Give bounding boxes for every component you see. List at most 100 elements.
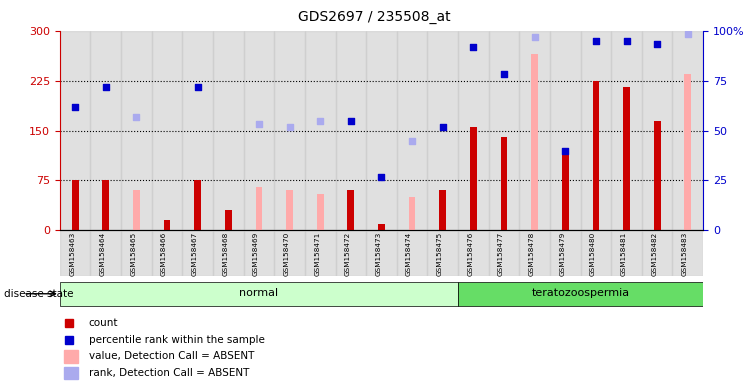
Bar	[642, 31, 672, 230]
Bar	[439, 190, 446, 230]
Text: GDS2697 / 235508_at: GDS2697 / 235508_at	[298, 10, 450, 23]
Text: GSM158478: GSM158478	[529, 231, 535, 276]
Text: GSM158476: GSM158476	[468, 231, 473, 276]
Bar	[152, 31, 183, 230]
Bar	[336, 31, 367, 230]
Text: GSM158475: GSM158475	[437, 231, 443, 276]
Bar	[550, 31, 580, 230]
Bar	[500, 137, 507, 230]
Point	[69, 104, 81, 110]
Bar	[458, 282, 703, 306]
Text: GSM158482: GSM158482	[652, 231, 657, 276]
Text: GSM158483: GSM158483	[682, 231, 688, 276]
Bar	[654, 121, 660, 230]
Bar	[64, 367, 79, 379]
Bar	[672, 230, 703, 276]
Bar	[458, 31, 488, 230]
Bar	[531, 54, 538, 230]
Bar	[348, 190, 355, 230]
Bar	[488, 230, 519, 276]
Text: GSM158467: GSM158467	[191, 231, 197, 276]
Bar	[519, 31, 550, 230]
Bar	[592, 81, 599, 230]
Bar	[194, 180, 201, 230]
Point	[283, 124, 295, 130]
Bar	[275, 31, 305, 230]
Bar	[213, 31, 244, 230]
Bar	[60, 230, 91, 276]
Point	[253, 121, 265, 127]
Bar	[305, 31, 336, 230]
Text: teratozoospermia: teratozoospermia	[532, 288, 630, 298]
Text: GSM158470: GSM158470	[283, 231, 289, 276]
Bar	[580, 230, 611, 276]
Bar	[60, 282, 458, 306]
Bar	[286, 190, 293, 230]
Bar	[256, 187, 263, 230]
Bar	[225, 210, 232, 230]
Bar	[60, 31, 91, 230]
Bar	[244, 230, 275, 276]
Text: GSM158474: GSM158474	[406, 231, 412, 276]
Text: GSM158468: GSM158468	[222, 231, 228, 276]
Text: count: count	[89, 318, 118, 328]
Bar	[562, 151, 568, 230]
Bar	[580, 31, 611, 230]
Bar	[488, 31, 519, 230]
Text: GSM158469: GSM158469	[253, 231, 259, 276]
Bar	[64, 350, 79, 362]
Point	[345, 118, 357, 124]
Point	[130, 114, 142, 120]
Bar	[367, 230, 396, 276]
Text: percentile rank within the sample: percentile rank within the sample	[89, 335, 265, 345]
Bar	[244, 31, 275, 230]
Bar	[213, 230, 244, 276]
Bar	[642, 230, 672, 276]
Bar	[427, 31, 458, 230]
Text: GSM158477: GSM158477	[498, 231, 504, 276]
Bar	[133, 190, 140, 230]
Text: GSM158465: GSM158465	[130, 231, 136, 276]
Bar	[550, 230, 580, 276]
Bar	[672, 31, 703, 230]
Bar	[91, 31, 121, 230]
Point	[560, 147, 571, 154]
Point	[529, 34, 541, 40]
Bar	[317, 194, 324, 230]
Bar	[152, 230, 183, 276]
Bar	[396, 31, 427, 230]
Text: rank, Detection Call = ABSENT: rank, Detection Call = ABSENT	[89, 368, 249, 378]
Bar	[611, 230, 642, 276]
Point	[99, 84, 111, 90]
Text: GSM158481: GSM158481	[621, 231, 627, 276]
Text: disease state: disease state	[4, 289, 73, 299]
Bar	[336, 230, 367, 276]
Text: GSM158479: GSM158479	[560, 231, 565, 276]
Bar	[378, 224, 385, 230]
Point	[375, 174, 387, 180]
Bar	[519, 230, 550, 276]
Bar	[458, 230, 488, 276]
Bar	[102, 180, 109, 230]
Point	[191, 84, 203, 90]
Bar	[470, 127, 476, 230]
Text: GSM158471: GSM158471	[314, 231, 320, 276]
Point	[314, 118, 326, 124]
Point	[437, 124, 449, 130]
Point	[498, 71, 510, 77]
Text: GSM158464: GSM158464	[99, 231, 105, 276]
Point	[652, 41, 663, 47]
Point	[468, 44, 479, 50]
Text: GSM158472: GSM158472	[345, 231, 351, 276]
Bar	[396, 230, 427, 276]
Text: value, Detection Call = ABSENT: value, Detection Call = ABSENT	[89, 351, 254, 361]
Bar	[427, 230, 458, 276]
Bar	[183, 230, 213, 276]
Point	[682, 31, 694, 37]
Text: GSM158463: GSM158463	[69, 231, 75, 276]
Text: normal: normal	[239, 288, 278, 298]
Text: GSM158466: GSM158466	[161, 231, 167, 276]
Point	[590, 38, 602, 44]
Bar	[121, 230, 152, 276]
Bar	[623, 87, 630, 230]
